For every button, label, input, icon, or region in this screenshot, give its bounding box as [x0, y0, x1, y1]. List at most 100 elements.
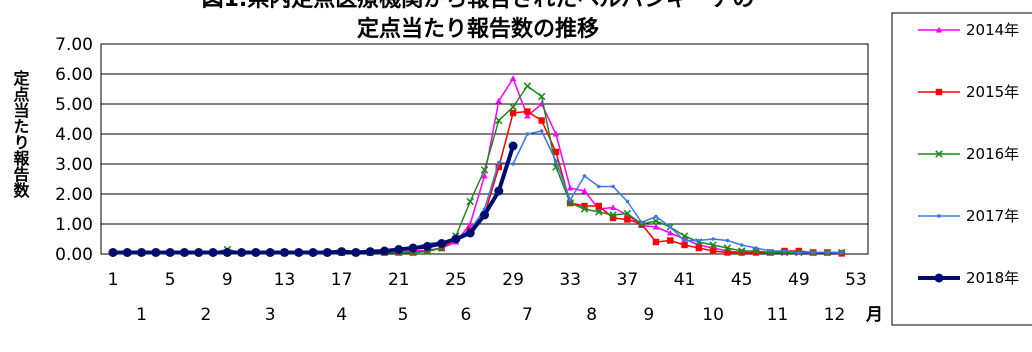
- data-point: [509, 109, 517, 117]
- data-point: [511, 162, 515, 166]
- data-point: [467, 220, 474, 227]
- chart-title-line2: 定点当たり報告数の推移: [357, 16, 599, 42]
- data-point: [208, 248, 218, 257]
- x-tick-label: 13: [274, 270, 296, 290]
- data-point: [480, 166, 489, 174]
- data-point: [525, 132, 530, 136]
- data-point: [537, 92, 546, 101]
- data-point: [668, 225, 673, 229]
- legend-label: 2016年: [966, 145, 1019, 163]
- data-point: [495, 97, 502, 104]
- data-point: [667, 237, 674, 244]
- legend-label: 2014年: [966, 21, 1019, 39]
- x-tick-label: 9: [222, 270, 233, 290]
- data-point: [611, 184, 615, 189]
- series-1: [109, 108, 845, 257]
- data-point: [494, 186, 504, 196]
- y-tick-label: 4.00: [55, 125, 93, 145]
- x-tick-label: 49: [788, 270, 810, 290]
- month-label: 7: [522, 305, 533, 325]
- x-tick-label: 37: [617, 270, 639, 290]
- data-point: [625, 199, 630, 204]
- legend-label: 2015年: [966, 83, 1019, 101]
- x-tick-label: 17: [331, 270, 353, 290]
- series-3: [111, 129, 844, 255]
- x-tick-label: 53: [845, 270, 867, 290]
- legend-box: [891, 12, 1032, 326]
- data-point: [639, 220, 644, 225]
- x-tick-label: 5: [165, 270, 176, 290]
- data-point: [552, 148, 560, 156]
- data-point: [582, 174, 587, 178]
- data-point: [725, 238, 730, 243]
- data-point: [697, 238, 701, 243]
- y-ticks: 0.00 1.00 2.00 3.00 4.00 5.00 6.00 7.00: [55, 35, 93, 265]
- data-point: [595, 208, 603, 216]
- data-point: [294, 248, 304, 257]
- data-point: [797, 250, 801, 255]
- data-point: [811, 250, 815, 255]
- data-point: [451, 234, 461, 244]
- y-tick-label: 2.00: [55, 185, 93, 205]
- data-point: [567, 184, 574, 191]
- month-label: 10: [702, 305, 724, 325]
- data-point: [408, 243, 418, 253]
- data-point: [825, 250, 830, 255]
- plot-area: [100, 43, 869, 255]
- series-2: [109, 82, 846, 257]
- data-point: [935, 150, 943, 158]
- y-tick-label: 1.00: [55, 215, 93, 235]
- series-line: [113, 110, 842, 255]
- legend-item: 2014年: [918, 21, 1019, 39]
- data-point: [509, 75, 517, 82]
- data-point: [737, 247, 746, 255]
- data-point: [581, 187, 588, 194]
- month-label: 3: [265, 305, 276, 325]
- data-point: [108, 248, 118, 257]
- month-label: 4: [336, 305, 347, 325]
- y-tick-label: 6.00: [55, 65, 93, 85]
- legend-item: 2016年: [918, 145, 1019, 163]
- x-tick-label: 33: [559, 270, 581, 290]
- data-point: [524, 108, 531, 115]
- data-point: [466, 197, 474, 206]
- data-point: [654, 214, 658, 219]
- month-labels: 1 2 3 4 5 6 7 8 9 10 11 12: [136, 305, 845, 325]
- data-point: [568, 198, 573, 202]
- data-point: [495, 163, 502, 171]
- data-point: [554, 159, 558, 163]
- data-point: [581, 202, 588, 210]
- series: [108, 75, 846, 257]
- data-point: [251, 248, 261, 257]
- legend-item: 2017年: [918, 207, 1019, 225]
- series-4: [108, 141, 518, 257]
- data-point: [652, 238, 660, 246]
- data-point: [179, 248, 189, 257]
- month-label: 6: [461, 305, 472, 325]
- month-label: 5: [398, 305, 409, 325]
- legend-label: 2018年: [966, 269, 1019, 287]
- data-point: [151, 248, 161, 257]
- data-point: [839, 250, 844, 255]
- data-point: [782, 249, 787, 253]
- data-point: [237, 248, 247, 257]
- x-tick-label: 25: [445, 270, 467, 290]
- data-point: [624, 216, 631, 223]
- data-point: [422, 242, 432, 251]
- legend-item: 2015年: [918, 83, 1019, 101]
- x-axis-month-label: 月: [865, 305, 883, 325]
- data-point: [595, 202, 603, 210]
- data-point: [609, 211, 617, 219]
- data-point: [265, 248, 275, 257]
- data-point: [351, 248, 361, 257]
- data-point: [538, 117, 545, 124]
- data-point: [709, 247, 717, 255]
- data-point: [481, 172, 488, 179]
- data-point: [379, 246, 389, 256]
- data-point: [337, 247, 347, 257]
- data-point: [566, 199, 574, 207]
- data-point: [723, 244, 732, 252]
- series-line: [113, 130, 842, 254]
- data-point: [739, 243, 744, 247]
